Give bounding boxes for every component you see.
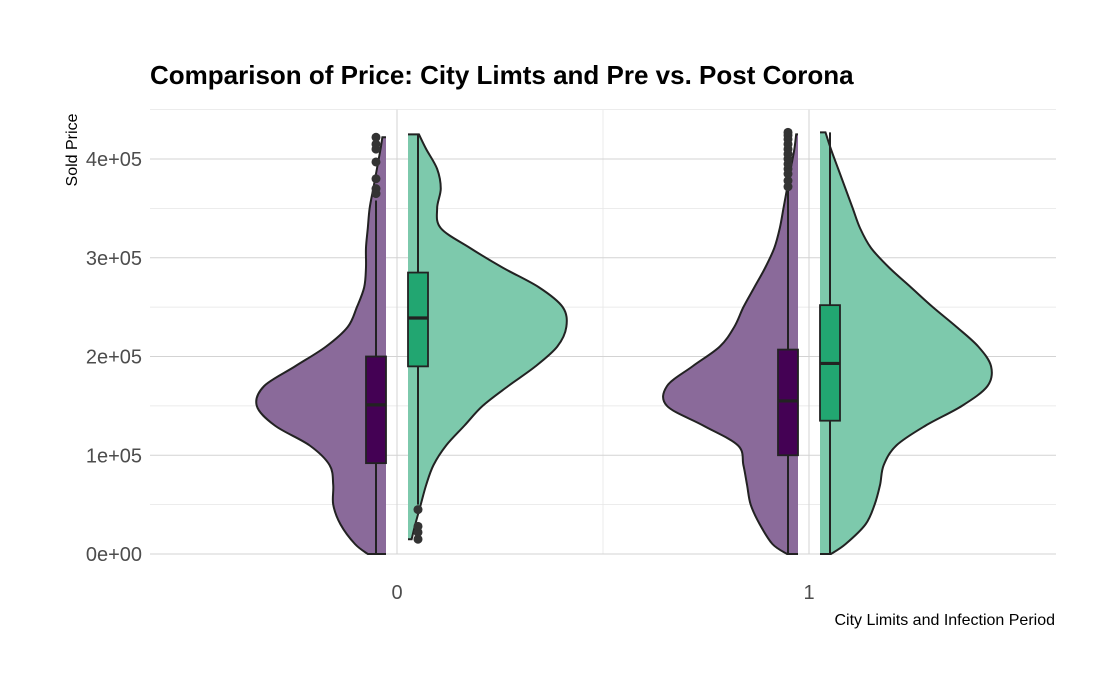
grid-layer <box>150 109 1056 555</box>
outlier-point-0-post <box>413 505 423 515</box>
y-tick-label: 1e+05 <box>86 445 142 467</box>
y-axis-label: Sold Price <box>64 113 81 186</box>
x-tick-label: 1 <box>803 582 814 604</box>
outlier-point-0-pre <box>371 139 381 149</box>
outlier-point-0-post <box>413 534 423 544</box>
outlier-point-0-pre <box>371 132 381 142</box>
violin-group-0-post <box>408 133 568 541</box>
outlier-point-0-post <box>413 521 423 531</box>
outlier-point-0-pre <box>371 157 381 167</box>
violin-group-1-post <box>820 131 993 555</box>
outlier-point-0-pre <box>371 174 381 184</box>
box-0-pre <box>365 355 387 465</box>
violin-group-0-pre <box>255 136 386 555</box>
tick-layer: 0e+00 1e+05 2e+05 3e+05 4e+05 0 1 <box>86 149 815 604</box>
x-tick-label: 0 <box>391 582 402 604</box>
y-tick-label: 0e+00 <box>86 544 142 566</box>
y-tick-label: 4e+05 <box>86 149 142 171</box>
chart-title: Comparison of Price: City Limts and Pre … <box>150 60 854 90</box>
violin-layer <box>255 131 993 555</box>
y-tick-label: 2e+05 <box>86 347 142 369</box>
box-layer <box>365 127 841 554</box>
y-tick-label: 3e+05 <box>86 248 142 270</box>
violin-group-1-pre <box>662 133 798 555</box>
outlier-point-1-pre <box>783 127 793 137</box>
x-axis-label: City Limits and Infection Period <box>834 612 1055 629</box>
outlier-point-1-pre <box>783 176 793 186</box>
outlier-point-0-pre <box>371 184 381 194</box>
